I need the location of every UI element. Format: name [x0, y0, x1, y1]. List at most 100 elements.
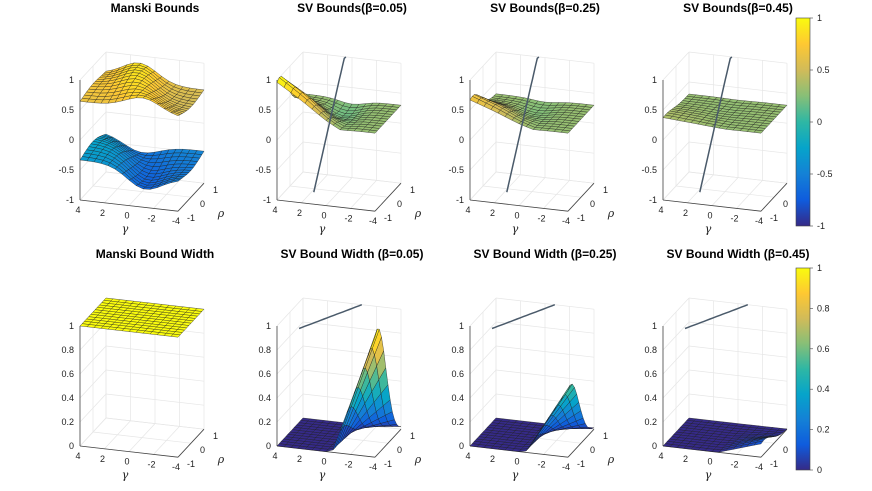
colorbar-bottom: 1 0.8 0.6 0.4 0.2 0: [795, 263, 830, 475]
boundary-curve: [491, 304, 556, 330]
panel-title: Manski Bounds: [111, 1, 200, 15]
x-tick-label: 4: [75, 451, 80, 461]
z-tick-label: 1: [69, 75, 74, 85]
axes-grid: [469, 51, 595, 212]
z-tick-label: 0.4: [258, 393, 271, 403]
z-tick-label: 0.5: [61, 105, 74, 115]
x-tick-label: -2: [344, 459, 352, 469]
x-tick-label: -4: [369, 216, 377, 226]
z-tick-label: -1: [66, 195, 74, 205]
y-tick-label: 1: [603, 185, 608, 195]
y-tick-label: 1: [410, 431, 415, 441]
boundary-curve: [684, 304, 749, 330]
x-tick-label: 2: [683, 454, 688, 464]
y-tick-label: -1: [577, 459, 585, 469]
surface-mesh: [469, 93, 595, 134]
z-tick-label: 0.6: [644, 369, 657, 379]
x-tick-label: -4: [755, 462, 763, 472]
y-tick-label: 1: [213, 431, 218, 441]
colorbar-tick-label: 0: [817, 465, 822, 475]
z-tick-label: 0.8: [451, 345, 464, 355]
x-tick-label: 4: [658, 205, 663, 215]
x-tick-label: 2: [100, 454, 105, 464]
y-tick-label: -1: [187, 459, 195, 469]
x-tick-label: -4: [562, 216, 570, 226]
z-tick-label: 0.6: [61, 369, 74, 379]
axis-lines: [79, 80, 205, 212]
surface-patch: [367, 328, 378, 356]
z-tick-label: 0.5: [644, 105, 657, 115]
z-tick-label: 1: [459, 321, 464, 331]
y-tick-label: -1: [577, 213, 585, 223]
y-tick-label: 0: [783, 445, 788, 455]
z-tick-label: 0.8: [644, 345, 657, 355]
z-tick-label: 1: [652, 321, 657, 331]
z-tick-label: 0.8: [61, 345, 74, 355]
panel-title: Manski Bound Width: [96, 247, 215, 261]
y-axis-label: ρ: [217, 453, 225, 466]
x-axis-label: γ: [705, 223, 712, 236]
x-axis-label: γ: [122, 223, 129, 236]
x-tick-label: -4: [172, 462, 180, 472]
x-tick-label: 4: [272, 205, 277, 215]
z-tick-label: -1: [649, 195, 657, 205]
panel-title: SV Bound Width (β=0.25): [474, 247, 617, 261]
colorbar-tick-label: -1: [817, 221, 825, 231]
colorbar-tick-label: 0.2: [817, 425, 830, 435]
z-tick-label: 0: [459, 441, 464, 451]
y-axis-label: ρ: [414, 207, 422, 220]
surface-patch: [753, 440, 764, 446]
y-tick-label: 0: [200, 445, 205, 455]
x-axis-label: γ: [319, 223, 326, 236]
y-tick-label: -1: [384, 213, 392, 223]
x-tick-label: -2: [537, 213, 545, 223]
z-tick-label: -1: [263, 195, 271, 205]
colorbar-tick-label: 0.4: [817, 384, 830, 394]
colorbar-gradient: [795, 17, 811, 227]
y-tick-label: 0: [590, 445, 595, 455]
x-tick-label: -4: [172, 216, 180, 226]
x-tick-label: 0: [124, 211, 129, 221]
x-tick-label: -2: [147, 213, 155, 223]
surface-mesh: [662, 417, 788, 453]
colorbar-tick-label: 1: [817, 13, 822, 23]
x-tick-label: 2: [297, 454, 302, 464]
boundary-curve: [298, 304, 363, 330]
y-tick-label: 0: [783, 199, 788, 209]
z-tick-label: 0.6: [258, 369, 271, 379]
colorbar-tick-label: 0.5: [817, 65, 830, 75]
surface-mesh: [79, 62, 205, 190]
z-tick-label: -0.5: [641, 165, 657, 175]
z-tick-label: 0.4: [61, 393, 74, 403]
z-tick-label: 1: [459, 75, 464, 85]
x-tick-label: -4: [369, 462, 377, 472]
x-tick-label: 2: [100, 208, 105, 218]
y-tick-label: -1: [770, 459, 778, 469]
x-tick-label: 2: [297, 208, 302, 218]
axes-grid: [662, 51, 788, 212]
panel-title: SV Bounds(β=0.25): [490, 1, 600, 15]
x-tick-label: 4: [75, 205, 80, 215]
x-tick-label: 4: [658, 451, 663, 461]
colorbar-tick-label: -0.5: [817, 169, 833, 179]
x-tick-label: 0: [321, 211, 326, 221]
y-tick-label: 0: [590, 199, 595, 209]
y-tick-label: -1: [770, 213, 778, 223]
colorbar-tick-label: 1: [817, 263, 822, 273]
z-tick-label: 0.2: [451, 417, 464, 427]
surface-patch: [170, 333, 181, 338]
x-tick-label: 0: [514, 211, 519, 221]
x-tick-label: -4: [562, 462, 570, 472]
y-axis-label: ρ: [217, 207, 225, 220]
surface-patch: [560, 129, 571, 134]
y-tick-label: -1: [187, 213, 195, 223]
colorbar-tick-label: 0.8: [817, 303, 830, 313]
x-tick-label: 0: [514, 457, 519, 467]
x-axis-label: γ: [122, 469, 129, 482]
